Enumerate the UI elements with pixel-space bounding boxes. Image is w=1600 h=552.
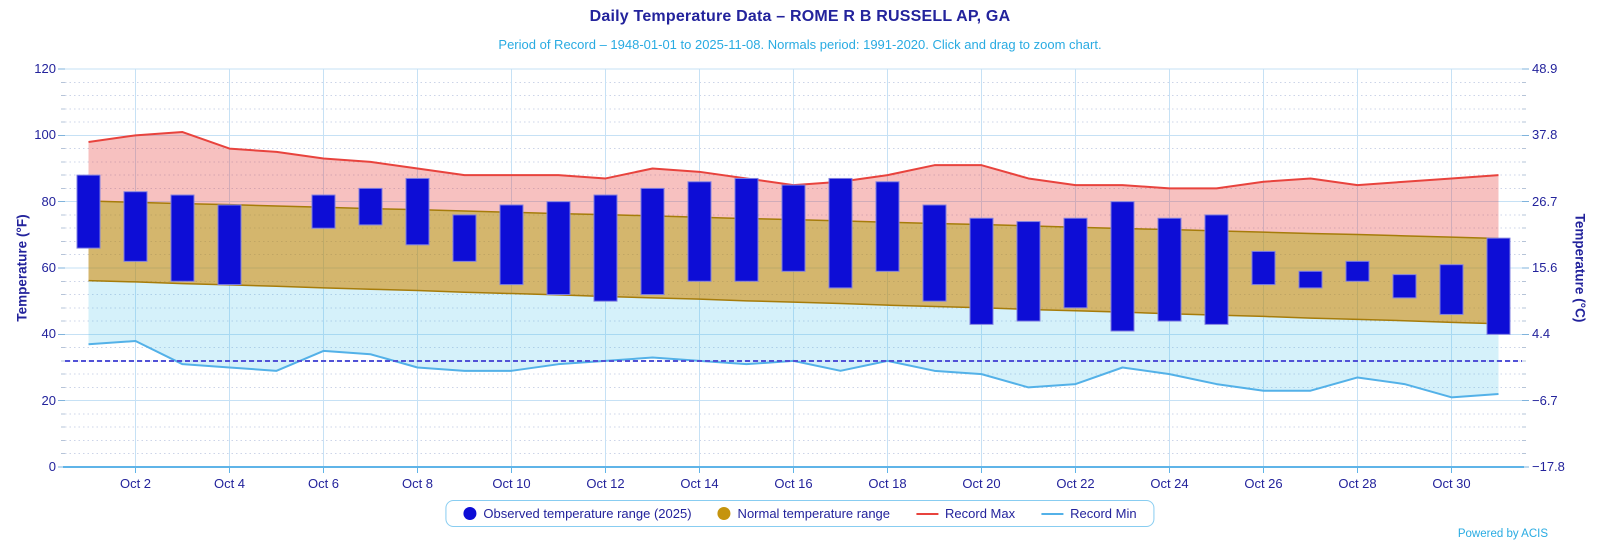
- observed-bar-oct-9[interactable]: [452, 214, 477, 262]
- chart-subtitle: Period of Record – 1948-01-01 to 2025-11…: [498, 37, 1102, 52]
- legend-item-observed[interactable]: Observed temperature range (2025): [463, 506, 692, 521]
- observed-bar-oct-31[interactable]: [1486, 237, 1511, 335]
- y-right-tick-label: 48.9: [1532, 61, 1558, 76]
- legend-normal-label: Normal temperature range: [737, 506, 891, 521]
- observed-bar-oct-19[interactable]: [922, 204, 947, 302]
- x-tick-label: Oct 30: [1432, 476, 1471, 491]
- legend-record-min-label: Record Min: [1070, 506, 1137, 521]
- observed-bar-oct-28[interactable]: [1345, 260, 1370, 282]
- x-tick-label: Oct 28: [1338, 476, 1377, 491]
- observed-bar-oct-16[interactable]: [781, 184, 806, 272]
- observed-bar-oct-21[interactable]: [1016, 221, 1041, 322]
- x-tick-label: Oct 22: [1056, 476, 1095, 491]
- observed-bar-oct-23[interactable]: [1110, 201, 1135, 332]
- y-right-tick-label: 4.4: [1532, 326, 1551, 342]
- y-right-tick-label: 15.6: [1532, 260, 1558, 275]
- powered-by-acis-link[interactable]: Powered by ACIS: [1457, 528, 1548, 540]
- legend-observed-label: Observed temperature range (2025): [483, 506, 692, 521]
- legend-record-max-label: Record Max: [945, 506, 1016, 521]
- x-tick-label: Oct 14: [680, 476, 719, 491]
- observed-bar-oct-11[interactable]: [546, 201, 571, 296]
- legend-item-normal[interactable]: Normal temperature range: [717, 506, 891, 521]
- observed-bar-oct-18[interactable]: [875, 181, 900, 272]
- observed-bar-oct-12[interactable]: [593, 194, 618, 302]
- observed-bar-oct-10[interactable]: [499, 204, 524, 286]
- observed-bar-oct-2[interactable]: [123, 191, 148, 262]
- y-left-tick-label: 0: [48, 459, 56, 474]
- y-right-tick-label: 26.7: [1532, 193, 1558, 209]
- record-max-swatch-icon: [916, 512, 939, 515]
- x-tick-label: Oct 16: [774, 476, 813, 491]
- legend-item-record-max[interactable]: Record Max: [916, 506, 1015, 521]
- observed-bar-oct-6[interactable]: [311, 194, 336, 229]
- observed-bar-oct-29[interactable]: [1392, 274, 1417, 299]
- x-tick-label: Oct 10: [492, 476, 531, 491]
- x-tick-label: Oct 24: [1150, 476, 1189, 491]
- x-tick-label: Oct 26: [1244, 476, 1283, 491]
- x-tick-label: Oct 12: [586, 476, 625, 491]
- observed-bar-oct-3[interactable]: [170, 194, 195, 282]
- observed-bar-oct-26[interactable]: [1251, 250, 1276, 286]
- x-tick-label: Oct 6: [307, 476, 340, 491]
- normal-low-line: [88, 279, 1499, 325]
- y-right-tick-label: −6.7: [1532, 392, 1558, 408]
- observed-bar-oct-17[interactable]: [828, 177, 853, 289]
- observed-bar-oct-15[interactable]: [734, 177, 759, 282]
- observed-bar-oct-25[interactable]: [1204, 214, 1229, 325]
- observed-bar-oct-8[interactable]: [405, 177, 430, 246]
- y-left-tick-label: 60: [41, 260, 56, 275]
- observed-bar-oct-1[interactable]: [76, 174, 101, 249]
- observed-bar-oct-30[interactable]: [1439, 264, 1464, 315]
- observed-swatch-icon: [463, 507, 477, 520]
- x-tick-label: Oct 8: [401, 476, 434, 491]
- y-left-tick-label: 20: [41, 392, 56, 408]
- normal-swatch-icon: [717, 507, 731, 520]
- x-tick-label: Oct 18: [868, 476, 907, 491]
- observed-bar-oct-20[interactable]: [969, 217, 994, 325]
- y-left-tick-label: 80: [41, 193, 56, 209]
- x-tick-label: Oct 2: [119, 476, 152, 491]
- observed-bar-oct-14[interactable]: [687, 181, 712, 282]
- y-right-tick-label: 37.8: [1532, 127, 1558, 143]
- chart-legend: Observed temperature range (2025) Normal…: [445, 500, 1155, 527]
- record-min-swatch-icon: [1041, 512, 1064, 515]
- observed-bar-oct-24[interactable]: [1157, 217, 1182, 322]
- chart-title: Daily Temperature Data – ROME R B RUSSEL…: [589, 8, 1011, 25]
- x-tick-label: Oct 4: [213, 476, 246, 491]
- observed-bar-oct-13[interactable]: [640, 187, 665, 296]
- legend-item-record-min[interactable]: Record Min: [1041, 506, 1137, 521]
- observed-bar-oct-22[interactable]: [1063, 217, 1088, 309]
- y-left-tick-label: 100: [34, 127, 56, 143]
- y-left-tick-label: 120: [34, 61, 56, 76]
- y-right-tick-label: −17.8: [1532, 459, 1565, 474]
- x-tick-label: Oct 20: [962, 476, 1001, 491]
- observed-bar-oct-27[interactable]: [1298, 270, 1323, 289]
- observed-bar-oct-7[interactable]: [358, 187, 383, 226]
- y-left-tick-label: 40: [41, 326, 56, 342]
- observed-bar-oct-4[interactable]: [217, 204, 242, 286]
